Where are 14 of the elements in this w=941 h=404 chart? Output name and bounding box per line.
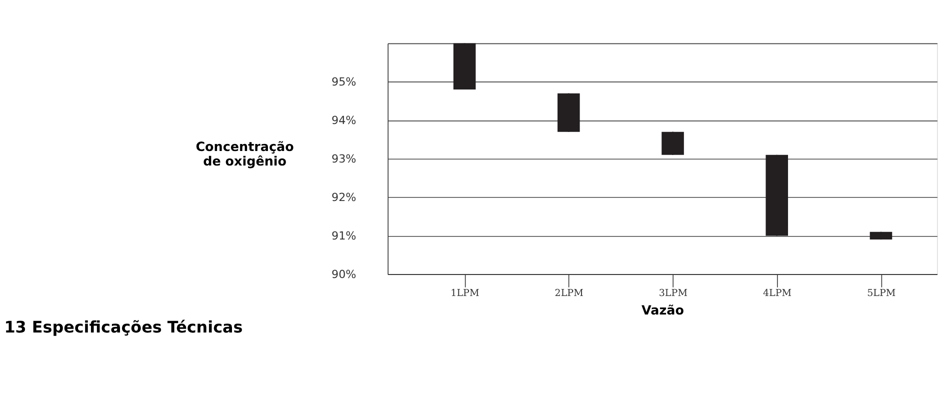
x-tick-label: 4LPM [762, 288, 792, 300]
x-tick-label: 1LPM [450, 288, 480, 300]
y-tick-label: 94% [332, 114, 356, 127]
y-tick-label: 91% [332, 229, 356, 242]
x-axis-title: Vazão [642, 303, 684, 318]
y-tick-label: 90% [332, 268, 356, 281]
y-tick-label: 92% [332, 190, 356, 204]
x-tick-label: 5LPM [867, 288, 896, 300]
text: 13 Especificações Técnicas [4, 317, 243, 336]
y-axis-title: Concentração de oxigênio [196, 140, 294, 170]
y-tick-label: 95% [332, 75, 356, 88]
y-tick-label: 93% [332, 152, 356, 166]
x-tick-label: 2LPM [554, 288, 584, 300]
x-tick-label: 3LPM [658, 288, 688, 300]
